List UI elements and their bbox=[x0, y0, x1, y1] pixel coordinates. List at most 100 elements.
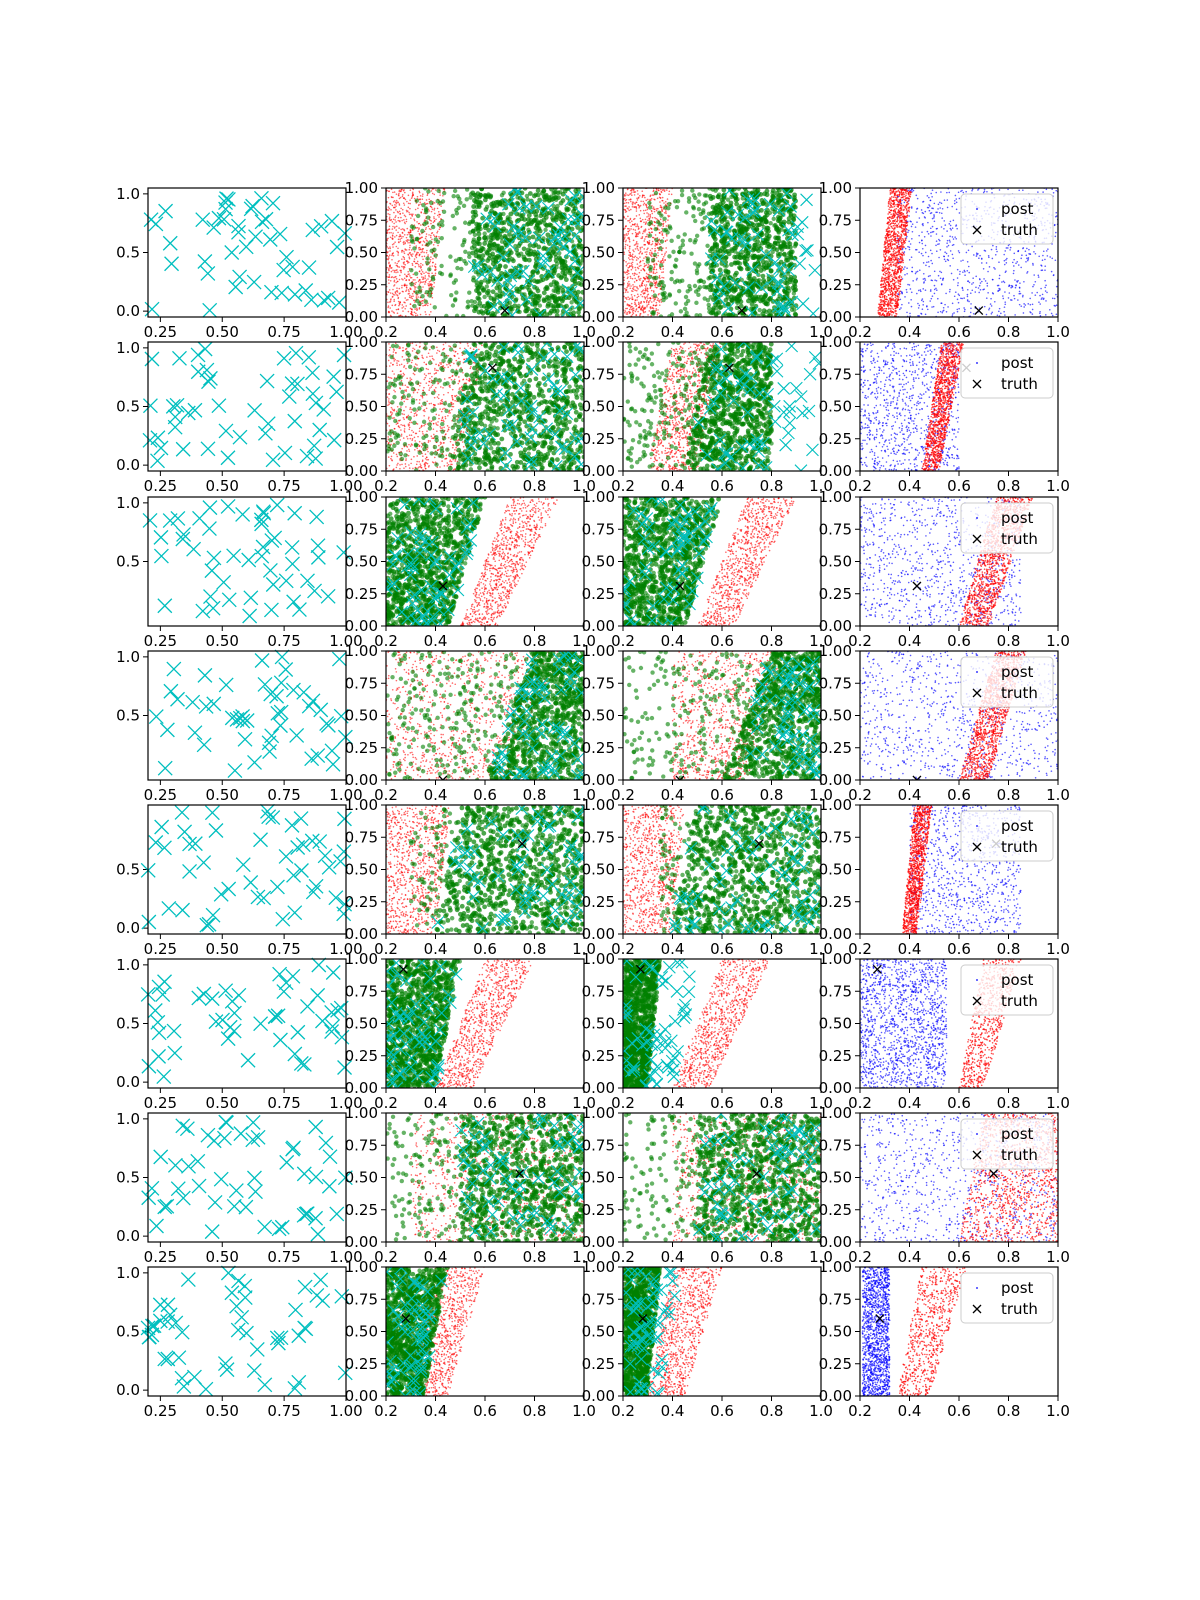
r1-p2-green-point bbox=[450, 213, 456, 219]
r1-p2-green-point bbox=[420, 294, 425, 299]
r1-p3-red-point bbox=[642, 280, 645, 283]
r1-p3-red-point bbox=[624, 194, 626, 197]
r1-p2-green-point bbox=[454, 207, 459, 213]
r1-p3-red-point bbox=[649, 307, 652, 310]
r1-p3-red-point bbox=[637, 276, 640, 278]
r1-p3-red-point bbox=[649, 299, 651, 302]
r1-p2-green-point bbox=[485, 250, 490, 256]
r1-p4-blue-point bbox=[951, 302, 954, 305]
r1-p4-blue-point bbox=[987, 254, 990, 257]
r1-p3-red-point bbox=[661, 271, 663, 274]
r1-p4-blue-point bbox=[1017, 299, 1019, 301]
r1-p4-blue-point bbox=[1044, 314, 1047, 316]
r1-p2-green-point bbox=[576, 314, 582, 317]
r1-p2-red-point bbox=[429, 236, 432, 239]
r1-p3-red-point bbox=[643, 269, 646, 272]
r1-p3-cyan-point bbox=[801, 243, 814, 257]
r1-p2-red-point bbox=[392, 218, 395, 221]
r1-p4-blue-point bbox=[1029, 303, 1032, 306]
r1-p4-blue-point bbox=[911, 270, 913, 273]
r1-p3-red-point bbox=[661, 208, 663, 211]
r1-p3-red-point bbox=[647, 247, 649, 249]
r1-p3-red-point bbox=[637, 249, 640, 251]
r1-p4-blue-point bbox=[971, 189, 973, 192]
r1-p3-red-point bbox=[631, 311, 634, 313]
r1-p3-green-point bbox=[682, 313, 688, 317]
r1-p4-blue-point bbox=[953, 202, 956, 205]
r1-p3-ytick-label-1: 0.25 bbox=[582, 276, 615, 294]
r1-p2-red-point bbox=[387, 196, 390, 199]
r1-p4-blue-point bbox=[922, 300, 925, 303]
r1-p3-red-point bbox=[647, 314, 649, 316]
r1-p4-blue-point bbox=[935, 211, 937, 214]
r1-p4-blue-point bbox=[911, 238, 913, 240]
r1-p2-green-point bbox=[409, 267, 414, 273]
r1-p3-red-point bbox=[659, 243, 661, 246]
r1-p3-green-point bbox=[694, 270, 700, 276]
r1-p4-blue-point bbox=[998, 307, 1001, 310]
r1-p2-red-point bbox=[390, 298, 392, 300]
r1-p3-red-point bbox=[661, 199, 663, 202]
r1-p2-red-point bbox=[414, 283, 416, 286]
r1-p4-blue-point bbox=[975, 255, 978, 257]
r1-p2-green-point bbox=[564, 207, 570, 213]
r1-p2-green-point bbox=[433, 253, 438, 258]
r1-p3-red-point bbox=[631, 205, 634, 208]
r1-p4-blue-point bbox=[998, 287, 1000, 290]
r1-p4-blue-point bbox=[949, 224, 952, 227]
r1-p2-green-point bbox=[547, 241, 552, 246]
r1-p2-red-point bbox=[391, 235, 394, 237]
r1-p3-red-point bbox=[636, 197, 638, 200]
r1-p2-red-point bbox=[429, 303, 432, 306]
r1-p4-blue-point bbox=[1041, 259, 1044, 262]
r1-p3-red-point bbox=[661, 233, 664, 236]
r1-p3-green-point bbox=[691, 193, 697, 198]
r1-p3-red-point bbox=[659, 204, 662, 207]
r1-p3-red-point bbox=[650, 210, 653, 213]
r1-p3-red-point bbox=[656, 197, 659, 200]
r1-p3-red-point bbox=[654, 245, 657, 247]
r1-p3-red-point bbox=[637, 295, 640, 298]
r1-p2-red-point bbox=[406, 200, 408, 203]
r1-p3-red-point bbox=[633, 294, 636, 297]
r1-p2-red-point bbox=[427, 272, 429, 274]
r1-p2-red-point bbox=[416, 262, 419, 265]
r1-p3-green-point bbox=[725, 301, 731, 307]
r1-p2-red-point bbox=[394, 303, 397, 306]
r1-p2-red-point bbox=[398, 315, 400, 317]
r1-p2-red-point bbox=[409, 287, 411, 290]
r1-p3-red-point bbox=[643, 301, 646, 304]
r1-p4-blue-point bbox=[901, 292, 903, 294]
r1-p2-green-point bbox=[496, 255, 502, 260]
r1-p2-green-point bbox=[546, 295, 552, 301]
r1-p3-red-point bbox=[644, 278, 646, 281]
r1-p3-red-point bbox=[646, 287, 649, 289]
r1-p4-blue-point bbox=[935, 233, 938, 235]
r1-p2-green-point bbox=[422, 221, 427, 227]
r1-p3-green-point bbox=[678, 245, 683, 250]
r1-p4-blue-point bbox=[923, 277, 926, 280]
r1-p2-green-point bbox=[534, 300, 540, 306]
r1-p2-cyan-point bbox=[537, 254, 551, 268]
r1-p2-red-point bbox=[403, 258, 406, 260]
r1-p2-red-point bbox=[417, 280, 420, 283]
r1-p2-green-point bbox=[559, 298, 565, 304]
r1-p2-red-point bbox=[419, 201, 421, 204]
r1-p3-green-point bbox=[762, 191, 768, 197]
r1-p2-red-point bbox=[394, 219, 397, 221]
r1-p3-green-point bbox=[774, 247, 780, 253]
r1-p2-green-point bbox=[531, 278, 537, 284]
r1-p4-blue-point bbox=[916, 277, 918, 280]
r1-p2-red-point bbox=[428, 210, 430, 212]
r1-p2-ytick-label-2: 0.50 bbox=[345, 244, 378, 262]
r1-p4-blue-point bbox=[929, 249, 932, 252]
r1-p4-blue-point bbox=[990, 305, 993, 307]
r1-p2-red-point bbox=[411, 292, 414, 295]
r1-p3-cyan-point bbox=[795, 215, 809, 229]
r1-p1-point bbox=[164, 256, 180, 272]
r1-p1-point bbox=[195, 212, 211, 228]
r1-p3-red-point bbox=[651, 216, 654, 219]
r1-p2-green-point bbox=[575, 289, 581, 295]
r1-p2-red-point bbox=[409, 202, 411, 205]
r1-p2-red-point bbox=[390, 266, 393, 269]
